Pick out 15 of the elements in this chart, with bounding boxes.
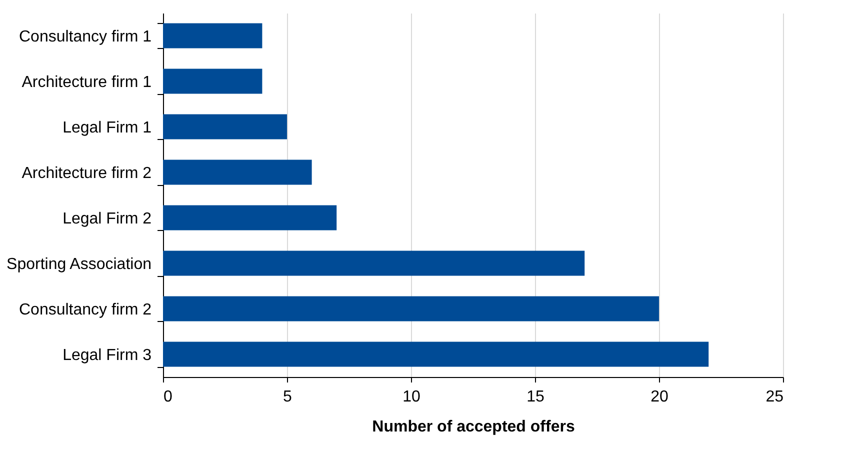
y-tick-label: Architecture firm 1 <box>22 74 152 91</box>
y-tick-label: Legal Firm 3 <box>62 346 152 364</box>
x-tick-label: 0 <box>164 388 172 406</box>
y-tick-label: Legal Firm 1 <box>62 119 152 136</box>
y-tick-label: Consultancy firm 1 <box>19 28 152 46</box>
x-tick-label: 15 <box>526 388 544 406</box>
x-tick-label: 10 <box>402 388 420 406</box>
y-tick-label: Architecture firm 2 <box>22 164 152 182</box>
x-tick-label: 5 <box>283 388 292 406</box>
y-tick-label: Legal Firm 2 <box>62 210 152 228</box>
x-tick-label: 20 <box>650 388 668 406</box>
x-axis-title: Number of accepted offers <box>372 418 575 436</box>
x-tick-label: 25 <box>766 388 784 406</box>
y-tick-label: Consultancy firm 2 <box>19 301 152 318</box>
y-tick-label: Sporting Association <box>6 256 152 273</box>
